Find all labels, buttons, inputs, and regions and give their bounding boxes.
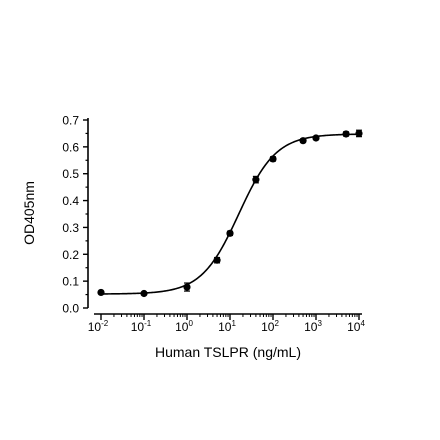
data-point (213, 256, 221, 264)
x-tick-label: 103 (304, 319, 322, 334)
data-point (299, 137, 307, 145)
data-point (252, 176, 260, 184)
x-axis: 10-2 10-1 100 101 102 103 104 (88, 313, 365, 334)
y-tick-label: 0.4 (62, 194, 79, 208)
x-tick-label: 100 (175, 319, 193, 334)
data-points (97, 129, 363, 298)
y-axis-title: OD405nm (21, 181, 37, 245)
x-tick-label: 101 (218, 319, 236, 334)
x-tick-label: 10-2 (88, 319, 109, 334)
y-tick-label: 0.7 (62, 114, 79, 128)
x-tick-label: 104 (347, 319, 365, 334)
data-point (312, 134, 320, 142)
y-axis: 0.0 0.1 0.2 0.3 0.4 0.5 0.6 0.7 (62, 114, 89, 316)
x-axis-title: Human TSLPR (ng/mL) (155, 344, 301, 360)
fit-curve (101, 133, 360, 295)
x-ticks: 10-2 10-1 100 101 102 103 104 (88, 314, 365, 334)
data-point (342, 130, 350, 138)
data-point (140, 289, 148, 298)
y-tick-label: 0.6 (62, 140, 79, 154)
y-tick-label: 0.1 (62, 275, 79, 289)
data-point (269, 155, 277, 163)
data-point (97, 288, 105, 297)
y-tick-label: 0.2 (62, 248, 79, 262)
y-ticks: 0.0 0.1 0.2 0.3 0.4 0.5 0.6 0.7 (62, 114, 88, 316)
x-tick-label: 102 (261, 319, 279, 334)
data-point (226, 229, 234, 237)
y-tick-label: 0.3 (62, 221, 79, 235)
y-tick-label: 0.5 (62, 167, 79, 181)
data-point (355, 129, 363, 138)
x-tick-label: 10-1 (131, 319, 152, 334)
data-point (183, 283, 191, 291)
y-tick-label: 0.0 (62, 302, 79, 316)
